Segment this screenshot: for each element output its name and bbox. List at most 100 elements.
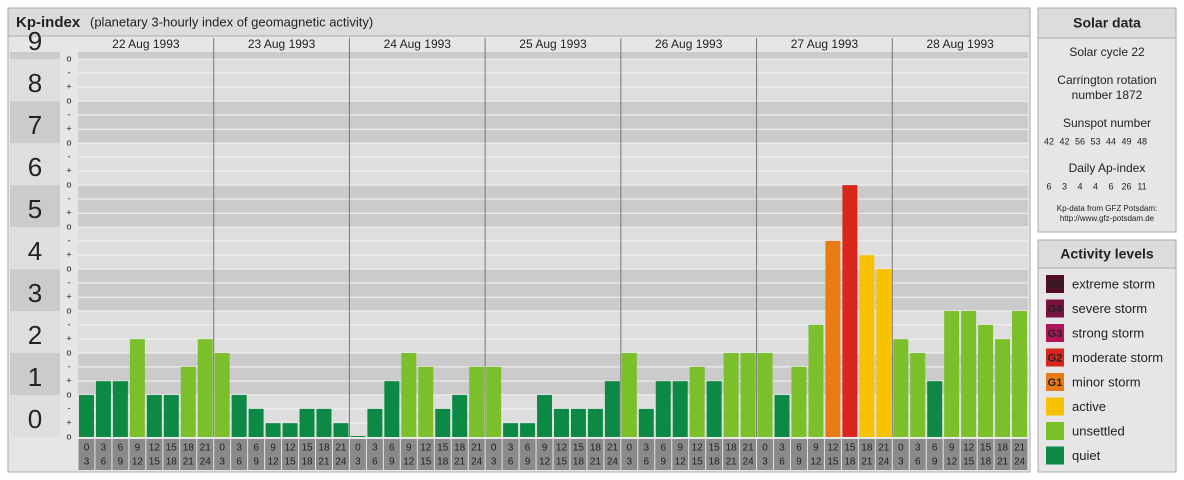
hour-label: 18 [844, 457, 856, 468]
bar [655, 381, 671, 437]
minor-tick-label: o [66, 179, 71, 189]
hour-label: 24 [878, 457, 890, 468]
band [78, 101, 1028, 144]
hour-label: 18 [861, 443, 873, 454]
hour-cell [502, 439, 519, 470]
hour-cell [807, 439, 824, 470]
minor-tick-label: - [68, 361, 71, 371]
bar [706, 381, 722, 437]
subtitle: (planetary 3-hourly index of geomagnetic… [90, 14, 373, 29]
bar [978, 324, 994, 437]
ap-value: 3 [1062, 181, 1067, 191]
bar [859, 255, 875, 437]
hour-label: 15 [284, 457, 296, 468]
bar [350, 436, 366, 437]
hour-label: 21 [200, 443, 212, 454]
hour-label: 9 [253, 457, 259, 468]
legend-code: G4 [1048, 303, 1064, 315]
bar [876, 269, 892, 437]
hour-label: 3 [627, 457, 633, 468]
minor-tick-label: + [66, 334, 71, 344]
hour-cell [95, 439, 112, 470]
ap-value: 26 [1121, 181, 1131, 191]
hour-label: 18 [997, 443, 1009, 454]
legend-code: G3 [1048, 328, 1063, 340]
hour-label: 9 [813, 443, 819, 454]
hour-label: 9 [949, 443, 955, 454]
hour-label: 21 [318, 457, 330, 468]
bar [961, 311, 977, 437]
sunspot-title: Sunspot number [1063, 116, 1151, 130]
bar [672, 381, 688, 437]
bar [723, 353, 739, 437]
hour-cell [841, 439, 858, 470]
hour-cell [909, 439, 926, 470]
hour-label: 21 [590, 457, 602, 468]
hour-cell [146, 439, 163, 470]
bar [944, 311, 960, 437]
legend-label: minor storm [1072, 374, 1141, 389]
hour-label: 18 [437, 457, 449, 468]
hour-label: 12 [556, 443, 568, 454]
hour-cell [892, 439, 909, 470]
axis-strip [60, 38, 78, 52]
sunspot-value: 56 [1075, 136, 1085, 146]
bar [757, 353, 773, 437]
hour-cell [757, 439, 774, 470]
legend-label: active [1072, 399, 1106, 414]
hour-label: 3 [84, 457, 90, 468]
hour-label: 18 [980, 457, 992, 468]
solar-cycle: Solar cycle 22 [1069, 45, 1145, 59]
bar [129, 339, 145, 437]
hour-cell [672, 439, 689, 470]
hour-label: 6 [118, 443, 124, 454]
kp-header [7, 7, 1031, 37]
legend-swatch [1046, 275, 1064, 293]
bar [537, 395, 552, 437]
hour-label: 3 [779, 443, 785, 454]
minor-tick-label: + [66, 418, 71, 428]
hour-label: 18 [318, 443, 330, 454]
minor-tick-label: o [66, 431, 71, 441]
band [78, 59, 1028, 102]
legend-code: G5 [1048, 279, 1063, 291]
hour-cell [706, 439, 723, 470]
hour-label: 9 [796, 457, 802, 468]
source: Kp-data from GFZ Potsdam: [1057, 204, 1157, 213]
minor-tick-label: + [66, 250, 71, 260]
y-tick-label: 3 [28, 278, 42, 308]
hour-cell [621, 439, 638, 470]
hour-label: 0 [762, 443, 768, 454]
title: Kp-index [16, 14, 81, 31]
legend-swatch [1046, 397, 1064, 416]
minor-tick-label: + [66, 124, 71, 134]
y-tick-label: 7 [28, 110, 42, 140]
hour-label: 12 [827, 443, 839, 454]
bar [418, 366, 434, 437]
hour-cell [824, 439, 841, 470]
minor-tick-label: o [66, 347, 71, 357]
hour-label: 15 [420, 457, 432, 468]
minor-tick-label: + [66, 166, 71, 176]
sunspot-value: 48 [1137, 136, 1147, 146]
hour-label: 6 [779, 457, 785, 468]
day-label: 28 Aug 1993 [926, 37, 994, 51]
hour-label: 9 [542, 443, 548, 454]
bar [927, 381, 943, 437]
hour-label: 0 [898, 443, 904, 454]
bar [740, 353, 756, 437]
hour-label: 15 [301, 443, 313, 454]
bar [299, 408, 315, 437]
bar [774, 395, 790, 437]
hour-label: 12 [268, 457, 280, 468]
hour-label: 9 [389, 457, 395, 468]
bar [384, 381, 400, 437]
bar [367, 408, 383, 437]
hour-cell [129, 439, 146, 470]
hour-cell [451, 439, 468, 470]
hour-label: 24 [200, 457, 212, 468]
legend-label: extreme storm [1072, 276, 1155, 291]
minor-tick-label: o [66, 137, 71, 147]
hour-label: 21 [335, 443, 347, 454]
